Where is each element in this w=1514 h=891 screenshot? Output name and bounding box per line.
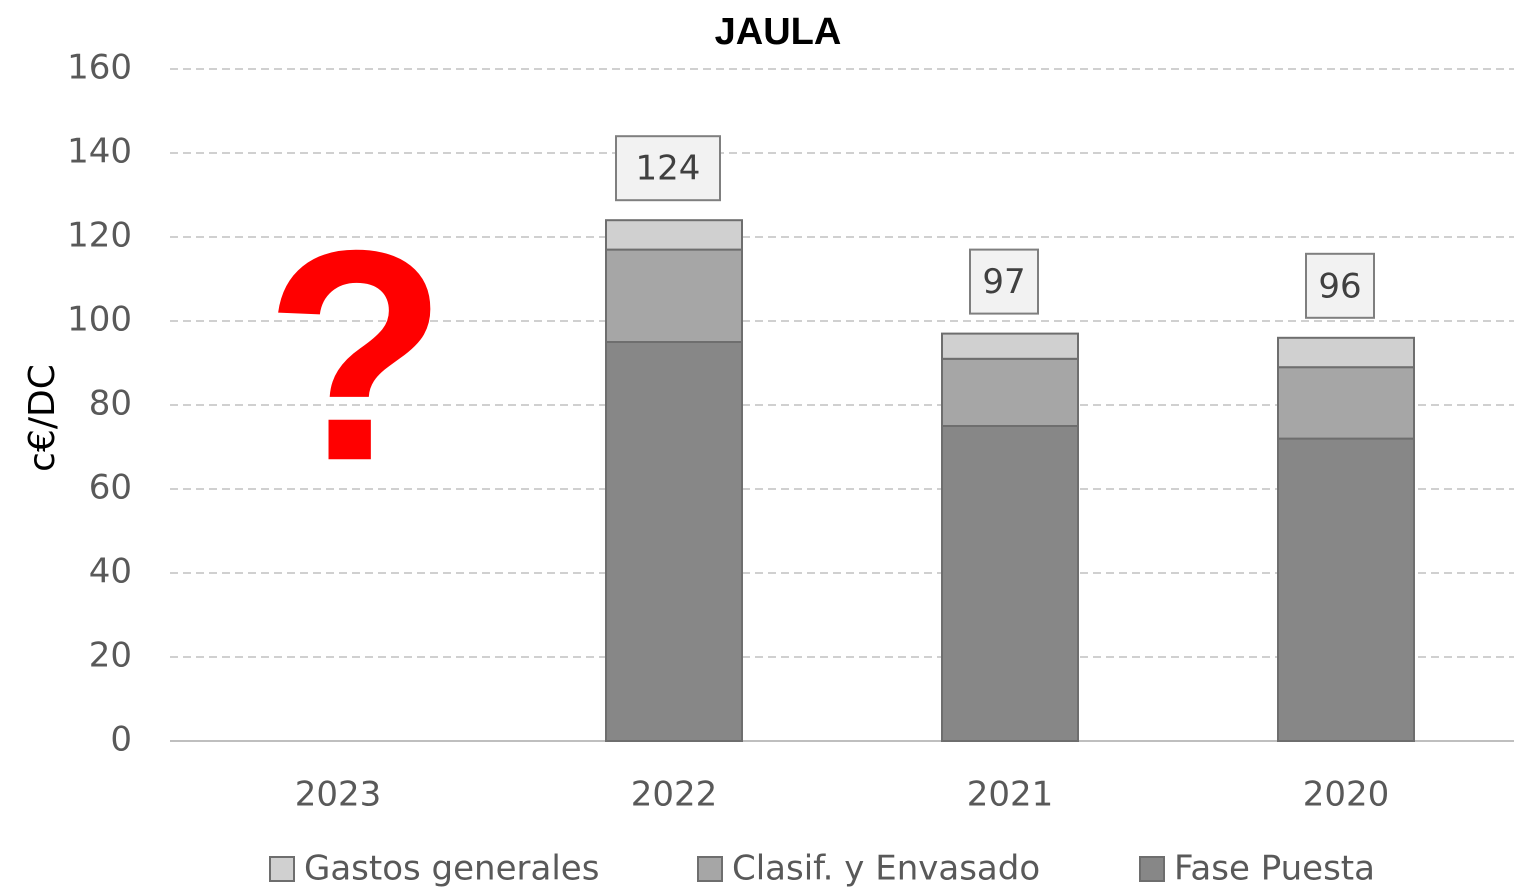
- bar-segment: [1277, 336, 1415, 369]
- x-tick-label: 2022: [631, 775, 718, 815]
- bar-segment: [941, 332, 1079, 360]
- legend-label: Gastos generales: [304, 849, 599, 889]
- total-label-box: [615, 135, 721, 202]
- total-label-box: [1305, 252, 1375, 319]
- y-tick-label: 60: [89, 468, 132, 508]
- bar-segment: [1277, 437, 1415, 742]
- y-tick-label: 160: [67, 48, 132, 88]
- x-tick-label: 2023: [295, 775, 382, 815]
- bar-segment: [1277, 366, 1415, 440]
- chart-title: JAULA: [715, 11, 842, 53]
- legend-label: Fase Puesta: [1174, 849, 1375, 889]
- y-tick-label: 80: [89, 384, 132, 424]
- y-tick-label: 0: [110, 720, 132, 760]
- legend-swatch: [1139, 856, 1165, 882]
- x-tick-label: 2021: [967, 775, 1054, 815]
- total-label-box: [969, 248, 1039, 315]
- y-tick-label: 120: [67, 216, 132, 256]
- y-tick-label: 140: [67, 132, 132, 172]
- legend-swatch: [269, 856, 295, 882]
- y-tick-label: 40: [89, 552, 132, 592]
- legend-swatch: [697, 856, 723, 882]
- y-axis-label: c€/DC: [22, 364, 63, 472]
- y-tick-label: 100: [67, 300, 132, 340]
- bar-segment: [941, 425, 1079, 742]
- legend-label: Clasif. y Envasado: [732, 849, 1040, 889]
- bar-segment: [605, 248, 743, 344]
- bar-segment: [605, 341, 743, 742]
- x-tick-label: 2020: [1303, 775, 1390, 815]
- y-tick-label: 20: [89, 636, 132, 676]
- bar-segment: [605, 219, 743, 251]
- bar-segment: [941, 357, 1079, 427]
- annotation: ?: [264, 187, 447, 523]
- total-label: 124: [636, 149, 701, 189]
- total-label: 97: [982, 262, 1025, 302]
- total-label: 96: [1318, 266, 1361, 306]
